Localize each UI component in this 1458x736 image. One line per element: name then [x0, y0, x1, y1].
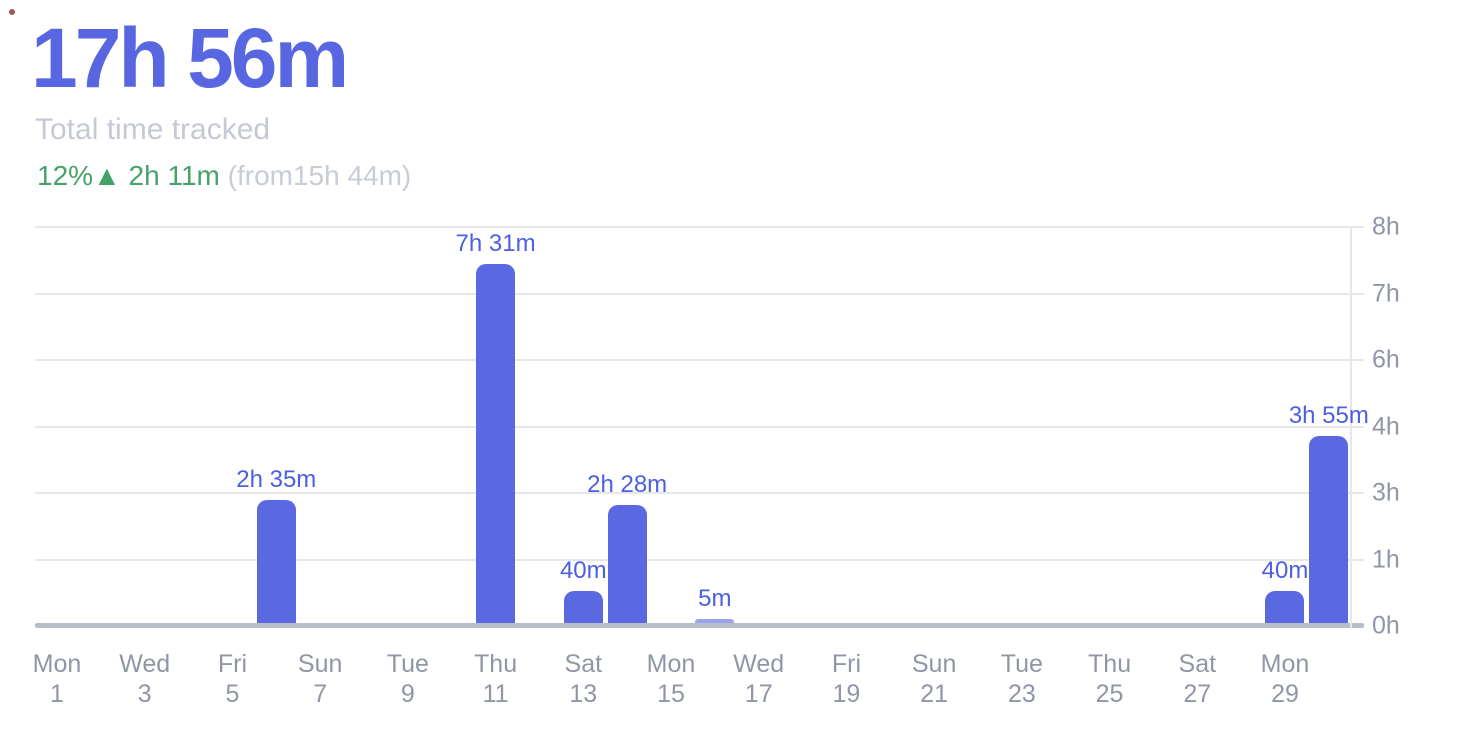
- x-axis-tick-label: Sun 7: [275, 649, 365, 709]
- gridline: [35, 359, 1364, 361]
- bar-value-label: 7h 31m: [455, 230, 536, 257]
- bar-day-11[interactable]: [476, 264, 516, 623]
- x-tick-date: 1: [50, 680, 64, 708]
- x-axis-tick-label: Tue 23: [977, 649, 1067, 709]
- x-tick-dow: Thu: [1088, 650, 1132, 678]
- total-time-value: 17h 56m: [31, 11, 349, 105]
- x-axis-tick-label: Sat 13: [538, 649, 628, 709]
- x-tick-dow: Tue: [1000, 650, 1043, 678]
- x-axis-tick-label: Tue 9: [363, 649, 453, 709]
- gridline: [35, 226, 1364, 228]
- change-from-text: (from15h 44m): [227, 160, 412, 191]
- x-tick-dow: Tue: [386, 650, 429, 678]
- bar-value-label: 2h 28m: [587, 471, 668, 498]
- bar-value-label: 2h 35m: [236, 466, 317, 493]
- gridline: [35, 558, 1364, 561]
- x-axis-tick-label: Thu 25: [1065, 649, 1155, 709]
- x-tick-dow: Wed: [119, 650, 171, 678]
- x-axis-tick-label: Mon 1: [12, 649, 102, 709]
- x-tick-date: 29: [1271, 680, 1299, 708]
- bar-value-label: 3h 55m: [1288, 402, 1369, 429]
- y-axis-tick-label: 0h: [1372, 611, 1400, 640]
- bar-day-30[interactable]: [1309, 436, 1349, 623]
- x-tick-dow: Fri: [217, 650, 247, 678]
- bar-value-label: 5m: [698, 585, 732, 612]
- y-axis-tick-label: 4h: [1372, 412, 1400, 440]
- x-axis-tick-label: Mon 15: [626, 649, 716, 709]
- y-axis-line: [1350, 227, 1352, 628]
- x-tick-dow: Mon: [32, 650, 82, 678]
- x-axis-tick-label: Thu 11: [451, 649, 541, 709]
- change-positive-text: 12%▲ 2h 11m: [37, 160, 220, 191]
- x-axis-tick-label: Mon 29: [1240, 649, 1330, 709]
- y-axis-tick-label: 1h: [1372, 545, 1400, 573]
- x-tick-dow: Sun: [297, 650, 343, 678]
- x-tick-dow: Fri: [831, 650, 861, 678]
- y-axis-tick-label: 3h: [1372, 478, 1400, 507]
- x-tick-date: 23: [1007, 680, 1036, 708]
- bar-value-label: 40m: [559, 557, 607, 584]
- x-tick-date: 19: [832, 680, 861, 708]
- x-tick-date: 5: [225, 680, 240, 708]
- x-axis-tick-label: Sat 27: [1152, 649, 1242, 709]
- x-tick-dow: Sat: [564, 650, 603, 678]
- bar-day-29[interactable]: [1265, 591, 1305, 623]
- gridline: [35, 492, 1364, 494]
- x-tick-dow: Thu: [474, 650, 518, 678]
- bar-day-14[interactable]: [607, 505, 647, 623]
- x-axis-baseline: [35, 623, 1364, 628]
- x-tick-date: 27: [1183, 680, 1212, 708]
- bar-value-label: 40m: [1261, 557, 1309, 584]
- x-tick-dow: Sun: [911, 650, 957, 678]
- x-axis-tick-label: Wed 17: [714, 649, 804, 709]
- change-indicator: 12%▲ 2h 11m (from15h 44m): [37, 159, 411, 193]
- x-axis-tick-label: Fri 5: [187, 649, 277, 709]
- x-tick-dow: Mon: [1260, 650, 1310, 678]
- gridline: [35, 425, 1364, 428]
- y-axis-tick-label: 8h: [1372, 212, 1400, 241]
- x-axis-tick-label: Wed 3: [100, 649, 190, 709]
- x-tick-dow: Mon: [646, 650, 696, 678]
- x-tick-date: 7: [313, 680, 328, 708]
- x-tick-dow: Wed: [733, 650, 785, 678]
- x-tick-date: 13: [569, 680, 598, 708]
- bar-day-6[interactable]: [256, 500, 296, 623]
- red-dot: [9, 9, 15, 15]
- x-axis-tick-label: Sun 21: [889, 649, 979, 709]
- x-tick-date: 9: [400, 680, 415, 708]
- bar-day-16[interactable]: [695, 619, 735, 623]
- x-tick-date: 21: [920, 680, 949, 708]
- x-tick-dow: Sat: [1178, 650, 1217, 678]
- x-tick-date: 3: [137, 680, 152, 708]
- y-axis-tick-label: 6h: [1372, 345, 1400, 374]
- bar-day-13[interactable]: [563, 591, 603, 623]
- x-axis-tick-label: Fri 19: [801, 649, 891, 709]
- x-tick-date: 11: [482, 680, 509, 708]
- y-axis-tick-label: 7h: [1372, 279, 1400, 307]
- x-tick-date: 15: [657, 680, 685, 708]
- gridline: [35, 292, 1364, 295]
- x-tick-date: 25: [1095, 680, 1124, 708]
- x-tick-date: 17: [744, 680, 773, 708]
- total-time-caption: Total time tracked: [35, 113, 271, 146]
